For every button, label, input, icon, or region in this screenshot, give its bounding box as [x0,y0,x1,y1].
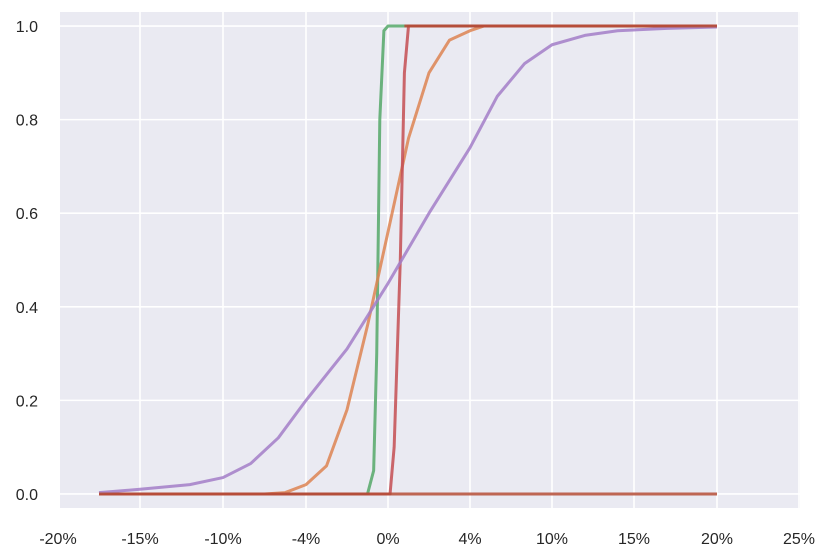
x-tick-label: -4% [292,531,320,548]
plot-background [60,12,800,508]
y-axis-ticks: 0.0 0.2 0.4 0.6 0.8 1.0 [16,19,38,504]
x-tick-label: -15% [121,531,158,548]
x-tick-label: 15% [618,531,650,548]
y-tick-label: 1.0 [16,19,38,36]
y-tick-label: 0.0 [16,487,38,504]
series-line-1 [99,24,717,496]
x-tick-label: -10% [204,531,241,548]
y-tick-label: 0.2 [16,393,38,410]
x-tick-label: 10% [536,531,568,548]
y-tick-label: 0.8 [16,113,38,130]
y-tick-label: 0.4 [16,300,38,317]
x-axis-ticks: -20% -15% -10% -4% 0% 4% 10% 15% 20% 25% [39,531,815,548]
x-tick-label: 0% [376,531,399,548]
series-layer [98,24,718,496]
series-line-5 [99,24,717,496]
x-tick-label: 20% [701,531,733,548]
y-tick-label: 0.6 [16,206,38,223]
series-line-4 [98,25,718,495]
series-line-2 [99,24,717,496]
x-tick-label: 4% [458,531,481,548]
x-tick-label: 25% [783,531,815,548]
x-tick-label: -20% [39,531,76,548]
